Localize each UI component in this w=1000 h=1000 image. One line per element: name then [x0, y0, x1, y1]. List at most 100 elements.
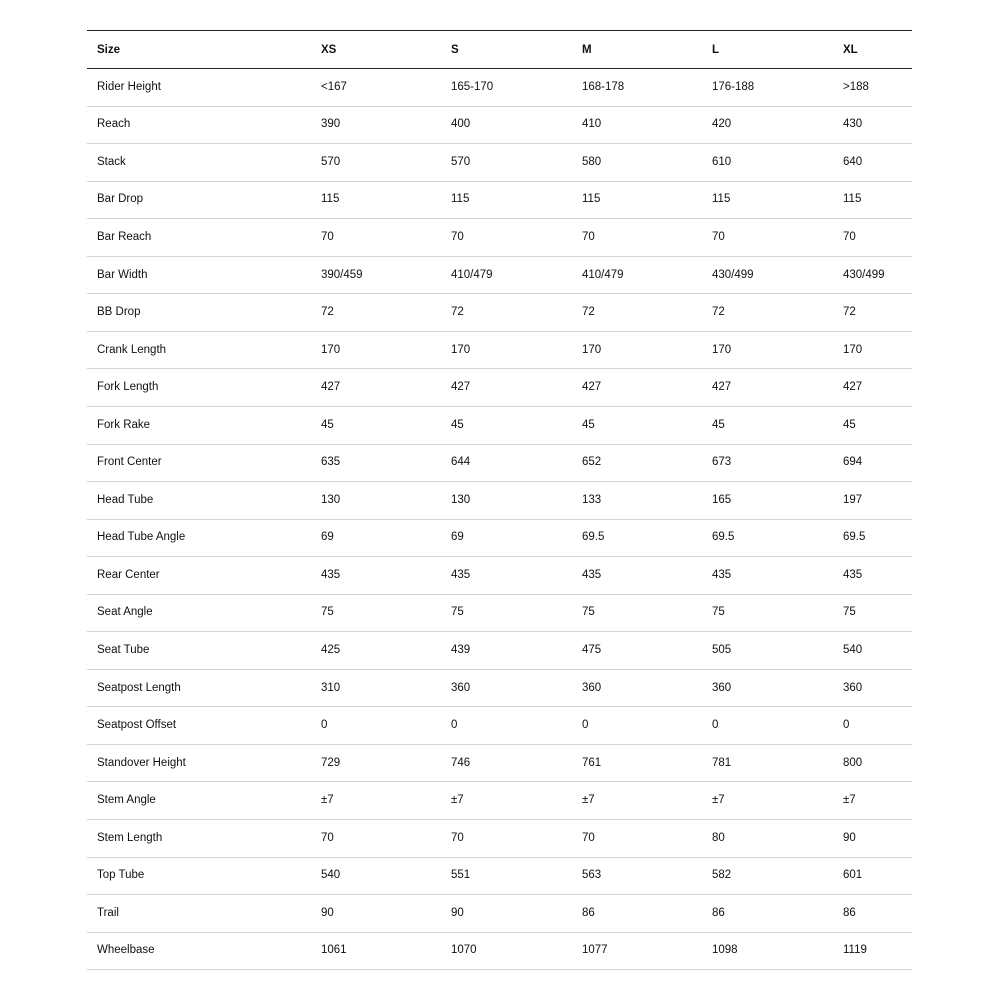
row-value: 1098 [712, 944, 738, 957]
row-label: Head Tube Angle [97, 531, 186, 544]
row-divider [87, 593, 912, 595]
row-value: 170 [321, 343, 341, 356]
row-value: 435 [451, 568, 471, 581]
row-value: 1119 [843, 944, 867, 957]
row-label: Bar Width [97, 268, 148, 281]
row-value: 475 [582, 644, 602, 657]
row-value: 130 [451, 493, 471, 506]
row-value: 86 [582, 906, 595, 919]
row-value: 115 [712, 193, 731, 206]
header-cell: S [451, 43, 459, 56]
header-cell: XL [843, 43, 858, 56]
row-divider [87, 856, 912, 858]
row-value: 551 [451, 869, 471, 882]
row-value: 72 [451, 306, 464, 319]
row-label: Reach [97, 118, 131, 131]
row-value: 70 [451, 831, 464, 844]
row-value: 130 [321, 493, 341, 506]
row-value: 644 [451, 456, 471, 469]
row-value: 80 [712, 831, 725, 844]
row-divider [87, 481, 912, 483]
row-value: 563 [582, 869, 602, 882]
row-value: 90 [321, 906, 334, 919]
row-divider [87, 255, 912, 257]
row-value: 570 [451, 155, 471, 168]
row-value: 746 [451, 756, 471, 769]
row-value: 75 [582, 606, 595, 619]
row-value: 176-188 [712, 80, 755, 93]
row-value: 70 [321, 230, 334, 243]
row-value: 410/479 [582, 268, 624, 281]
row-value: 360 [843, 681, 863, 694]
row-value: 761 [582, 756, 602, 769]
row-value: 427 [712, 381, 732, 394]
row-label: Wheelbase [97, 944, 155, 957]
row-value: 400 [451, 118, 471, 131]
row-value: 72 [582, 306, 595, 319]
row-value: 170 [843, 343, 863, 356]
header-cell: Size [97, 43, 121, 56]
row-divider [87, 293, 912, 295]
row-value: 570 [321, 155, 341, 168]
row-value: 435 [582, 568, 602, 581]
row-value: 0 [321, 719, 328, 732]
row-value: 45 [712, 418, 725, 431]
row-label: Stack [97, 155, 126, 168]
row-value: 70 [321, 831, 334, 844]
row-label: Trail [97, 906, 119, 919]
row-value: 427 [451, 381, 471, 394]
row-value: 0 [582, 719, 589, 732]
row-value: 582 [712, 869, 732, 882]
row-value: 75 [321, 606, 334, 619]
row-value: 781 [712, 756, 732, 769]
row-value: 70 [712, 230, 725, 243]
row-value: 1061 [321, 944, 347, 957]
row-value: ±7 [451, 794, 464, 807]
row-value: 69.5 [843, 531, 866, 544]
row-value: 540 [843, 644, 863, 657]
row-divider [87, 105, 912, 107]
row-label: Stem Angle [97, 794, 156, 807]
row-divider [87, 143, 912, 145]
row-value: 540 [321, 869, 341, 882]
row-value: 310 [321, 681, 341, 694]
row-value: 69 [451, 531, 464, 544]
row-value: 72 [843, 306, 856, 319]
row-value: 90 [451, 906, 464, 919]
row-value: 427 [321, 381, 341, 394]
row-value: 86 [712, 906, 725, 919]
row-divider [87, 330, 912, 332]
row-value: ±7 [582, 794, 595, 807]
row-value: 580 [582, 155, 602, 168]
row-divider [87, 631, 912, 633]
row-value: 165-170 [451, 80, 494, 93]
row-value: ±7 [712, 794, 725, 807]
row-value: 45 [582, 418, 595, 431]
row-value: 72 [712, 306, 725, 319]
row-label: BB Drop [97, 306, 141, 319]
row-value: 420 [712, 118, 732, 131]
row-divider [87, 894, 912, 896]
row-value: 410 [582, 118, 602, 131]
header-rule [87, 68, 912, 69]
row-divider [87, 969, 912, 971]
row-value: 75 [843, 606, 856, 619]
row-value: 390/459 [321, 268, 363, 281]
row-value: 45 [451, 418, 464, 431]
header-cell: L [712, 43, 720, 56]
row-value: 170 [451, 343, 471, 356]
row-value: 69.5 [582, 531, 605, 544]
row-value: 1077 [582, 944, 608, 957]
row-value: 430/499 [843, 268, 885, 281]
row-value: 435 [321, 568, 341, 581]
row-divider [87, 706, 912, 708]
row-value: ±7 [843, 794, 856, 807]
row-value: 165 [712, 493, 732, 506]
row-value: 115 [321, 193, 340, 206]
row-label: Rear Center [97, 568, 160, 581]
row-value: 0 [451, 719, 458, 732]
row-value: 427 [582, 381, 602, 394]
row-value: 610 [712, 155, 732, 168]
row-value: 652 [582, 456, 602, 469]
